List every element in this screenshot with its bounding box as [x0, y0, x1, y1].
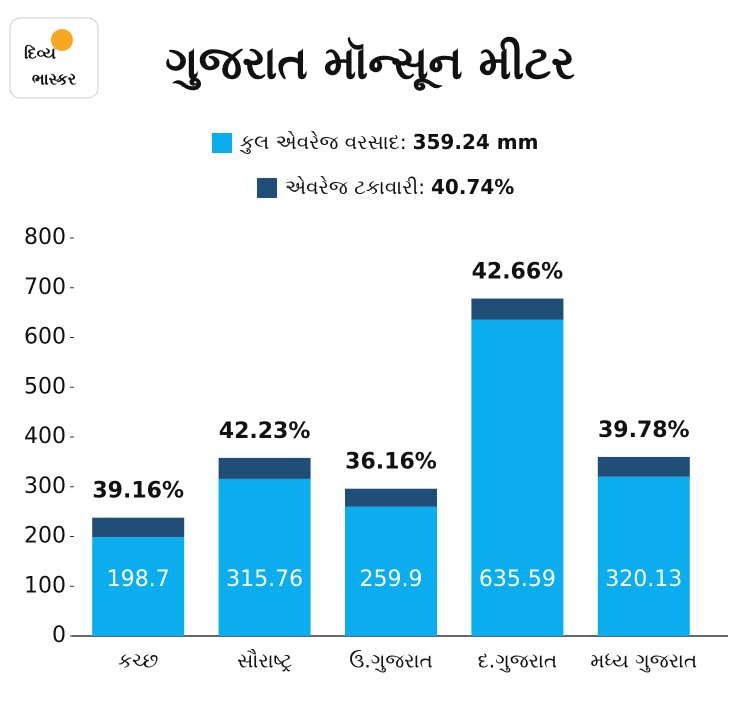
chart-title: ગુજરાત મૉન્સૂન મીટર: [165, 36, 575, 91]
x-tick-label: કચ્છ: [118, 649, 158, 673]
y-tick-label: 300: [24, 474, 66, 499]
legend-summary: 359.24 mm: [413, 130, 539, 154]
legend-swatch: [212, 133, 232, 153]
logo-text: ભાસ્કર: [32, 70, 77, 89]
x-tick-label: મધ્ય ગુજરાત: [590, 649, 697, 673]
bar-segment: [92, 517, 185, 538]
y-tick-label: 600: [24, 325, 66, 350]
bar-value-label: 320.13: [605, 567, 682, 592]
x-tick-label: દ.ગુજરાત: [478, 649, 558, 673]
legend-name: કુલ એવરેજ વરસાદ:: [239, 130, 406, 154]
y-tick-label: 500: [24, 374, 66, 399]
bar-segment: [92, 537, 185, 636]
bar-segment: [471, 298, 564, 320]
y-tick-label: 800: [24, 225, 66, 250]
bar-segment: [345, 488, 437, 507]
percent-label: 39.16%: [92, 479, 184, 504]
legend-swatch: [257, 178, 277, 198]
bar-segment: [218, 457, 311, 479]
bar-value-label: 635.59: [479, 567, 556, 592]
y-tick-label: 0: [52, 623, 66, 648]
percent-label: 39.78%: [598, 418, 690, 443]
bar-segment: [471, 319, 564, 636]
legend-name: એવરેજ ટકાવારી:: [285, 175, 425, 199]
percent-label: 42.66%: [472, 260, 564, 285]
bar-segment: [218, 478, 311, 636]
bar-value-label: 315.76: [226, 567, 303, 592]
legend-entry: એવરેજ ટકાવારી: 40.74%: [285, 175, 514, 199]
logo-text: દિવ્ય: [24, 44, 56, 63]
y-tick-label: 100: [24, 573, 66, 598]
y-tick-label: 200: [24, 524, 66, 549]
legend-entry: કુલ એવરેજ વરસાદ: 359.24 mm: [239, 130, 538, 154]
y-tick-label: 700: [24, 275, 66, 300]
bar-value-label: 198.7: [107, 567, 170, 592]
bar-segment: [597, 476, 690, 636]
bar-segment: [345, 506, 437, 636]
legend-summary: 40.74%: [431, 175, 514, 199]
y-tick-label: 400: [24, 424, 66, 449]
bar-segment: [597, 456, 690, 477]
percent-label: 36.16%: [345, 450, 437, 475]
bar-value-label: 259.9: [360, 567, 423, 592]
logo-box: [9, 17, 99, 99]
logo-sun: [51, 29, 73, 51]
x-tick-label: ઉ.ગુજરાત: [349, 649, 433, 673]
x-tick-label: સૌરાષ્ટ્ર: [237, 649, 292, 674]
percent-label: 42.23%: [219, 419, 311, 444]
